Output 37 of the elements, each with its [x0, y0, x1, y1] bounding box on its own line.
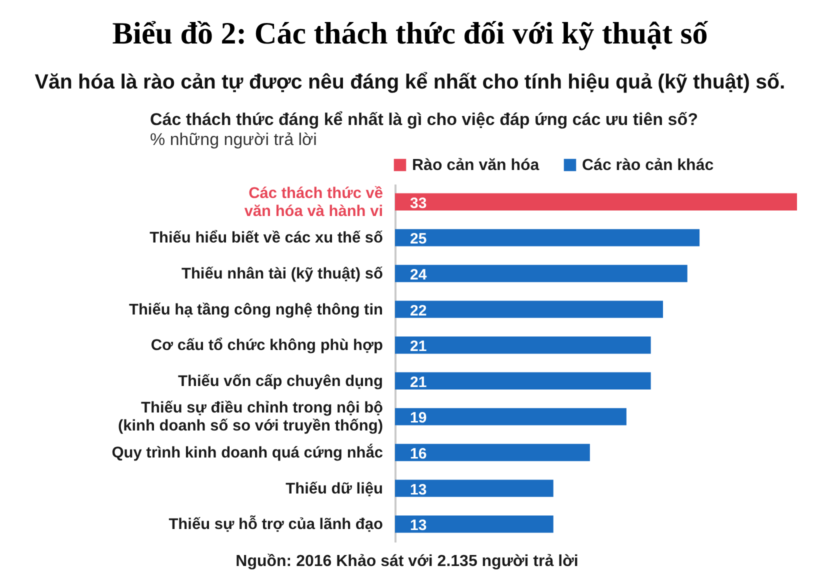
bar: [395, 336, 651, 354]
chart-title: Biểu đồ 2: Các thách thức đối với kỹ thuật số: [112, 16, 708, 50]
data-label: 22: [410, 302, 427, 320]
data-label: 13: [410, 481, 427, 498]
bar: [395, 264, 688, 282]
bar: [395, 516, 554, 533]
text: Nguồn: 2016 Khảo sát với 2.135 người trả lời: [236, 553, 578, 570]
y-tick-label: Thiếu nhân tài (kỹ thuật) số: [181, 266, 384, 282]
bar: [395, 444, 590, 462]
data-label: 21: [410, 374, 427, 391]
bar: [395, 229, 700, 246]
y-tick-label: Quy trình kinh doanh quá cứng nhắc: [112, 444, 384, 462]
bar: [395, 372, 651, 390]
y-tick-label: Thiếu hiểu biết về các xu thế số: [150, 230, 384, 247]
y-tick-label: Thiếu sự điều chỉnh trong nội bộ (kinh doanh số so với truyền thống): [118, 400, 383, 435]
data-label: 16: [410, 446, 427, 462]
data-label: 13: [410, 517, 427, 534]
text: % những người trả lời: [150, 130, 317, 149]
legend-label: Các rào cản khác: [582, 157, 714, 174]
bar: [395, 480, 554, 497]
bar: [395, 193, 797, 210]
data-label: 21: [410, 338, 427, 356]
bar: [395, 408, 626, 426]
legend-label: Rào cản văn hóa: [412, 157, 540, 174]
y-tick-label: Thiếu sự hỗ trợ của lãnh đạo: [168, 515, 383, 534]
y-tick-label: Thiếu vốn cấp chuyên dụng: [178, 372, 383, 390]
y-tick-label: Thiếu dữ liệu: [286, 480, 383, 498]
text: Các thách thức đáng kể nhất là gì cho việc đáp ứng các ưu tiên số?: [150, 110, 698, 129]
data-label: 25: [410, 230, 427, 248]
y-tick-label: Cơ cấu tổ chức không phù hợp: [150, 337, 383, 354]
y-tick-label: Các thách thức về văn hóa và hành vi: [244, 184, 384, 220]
bar: [395, 300, 663, 318]
chart-subtitle: Văn hóa là rào cản tự được nêu đáng kể nhất cho tính hiệu quả (kỹ thuật) số.: [34, 70, 786, 94]
data-label: 24: [410, 266, 428, 284]
data-label: 19: [410, 410, 427, 427]
data-label: 33: [410, 194, 427, 212]
y-tick-label: Thiếu hạ tầng công nghệ thông tin: [129, 301, 383, 318]
